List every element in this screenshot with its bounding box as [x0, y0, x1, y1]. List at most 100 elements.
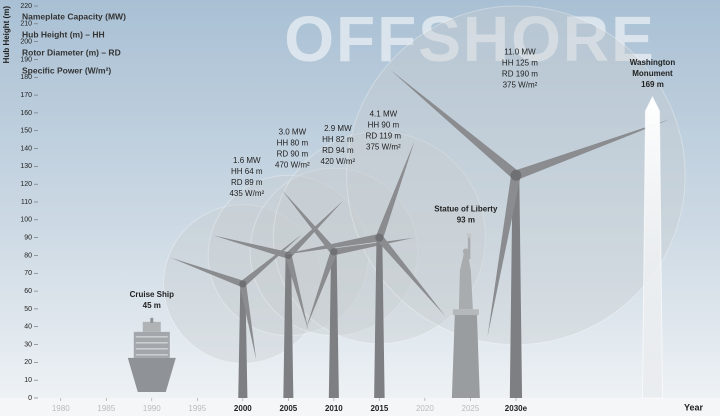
- y-tick-label: 160: [20, 110, 32, 117]
- ship-mast: [150, 317, 154, 323]
- y-tick-label: 50: [24, 306, 32, 313]
- statue-torch: [466, 232, 472, 238]
- hub: [510, 169, 522, 181]
- blade: [306, 250, 338, 329]
- turbine-label: 4.1 MW: [370, 110, 398, 119]
- y-tick-label: 10: [24, 377, 32, 384]
- legend-entry: Rotor Diameter (m) – RD: [22, 47, 121, 57]
- hub: [330, 248, 338, 256]
- watermark: OFFSHORE: [284, 3, 656, 75]
- y-tick-label: 140: [20, 145, 32, 152]
- tower: [509, 175, 523, 398]
- turbine-label: 375 W/m²: [366, 143, 401, 152]
- blade: [240, 234, 302, 287]
- turbine-label: 11.0 MW: [504, 47, 536, 56]
- turbine-label: HH 64 m: [231, 167, 263, 176]
- blade: [285, 254, 309, 331]
- statue-of-liberty: [451, 232, 480, 398]
- y-tick-label: 60: [24, 288, 32, 295]
- turbine-label: RD 119 m: [366, 132, 402, 141]
- statue-base: [452, 309, 479, 316]
- x-tick-label: 1990: [143, 404, 161, 413]
- legend-entry: Hub Height (m) – HH: [22, 29, 105, 39]
- x-tick-label: 2020: [416, 404, 434, 413]
- turbine-label: 375 W/m²: [503, 80, 538, 89]
- y-axis-title: Hub Height (m): [2, 6, 11, 64]
- y-tick-label: 130: [20, 163, 32, 170]
- y-tick-label: 70: [24, 270, 32, 277]
- statue-arm: [467, 236, 471, 260]
- turbine-label: 470 W/m²: [275, 161, 310, 170]
- y-tick-label: 40: [24, 324, 32, 331]
- x-tick-label: 1995: [188, 404, 206, 413]
- reference-label: 169 m: [641, 80, 664, 89]
- x-tick-label: 2030e: [505, 404, 528, 413]
- background: [0, 0, 720, 400]
- blade: [213, 235, 290, 259]
- statue-figure: [458, 253, 473, 310]
- y-tick-label: 30: [24, 341, 32, 348]
- y-tick-label: 200: [20, 38, 32, 45]
- tower: [374, 237, 385, 398]
- turbine-label: HH 90 m: [368, 121, 400, 130]
- turbine-label: HH 125 m: [502, 58, 538, 67]
- turbine-label: RD 190 m: [502, 69, 538, 78]
- y-tick-label: 220: [20, 3, 32, 10]
- y-tick-label: 110: [21, 199, 32, 206]
- x-tick-label: 1980: [52, 404, 70, 413]
- reference-name: Cruise Ship: [130, 290, 175, 299]
- blade: [376, 235, 446, 317]
- turbine-label: 2.9 MW: [324, 124, 352, 133]
- turbine-label: 1.6 MW: [233, 156, 261, 165]
- x-tick-label: 2000: [234, 404, 252, 413]
- turbine-label: 435 W/m²: [229, 189, 264, 198]
- turbine-label: RD 89 m: [231, 178, 263, 187]
- y-tick-label: 80: [24, 252, 32, 259]
- y-tick-label: 170: [20, 92, 32, 99]
- blade: [390, 69, 520, 179]
- y-tick-label: 180: [20, 74, 32, 81]
- reference-label: 93 m: [457, 215, 475, 224]
- statue-head: [462, 248, 469, 255]
- statue-pedestal: [451, 313, 480, 398]
- tower: [283, 255, 294, 398]
- legend-entry: Nameplate Capacity (MW): [22, 11, 126, 21]
- blade: [514, 119, 671, 180]
- blade: [375, 141, 415, 239]
- washington-monument: [641, 95, 663, 399]
- turbine-label: RD 90 m: [277, 150, 309, 159]
- blade: [333, 237, 414, 256]
- x-axis-title: Year: [684, 402, 704, 412]
- y-tick-label: 150: [20, 128, 32, 135]
- legend-entry: Specific Power (W/m²): [22, 65, 111, 75]
- ship-bridge: [142, 321, 161, 332]
- tower: [238, 283, 248, 398]
- reference-name: Statue of Liberty: [434, 204, 498, 213]
- ship-hull: [127, 357, 176, 392]
- x-tick-label: 2025: [462, 404, 480, 413]
- turbine-label: 3.0 MW: [279, 128, 307, 137]
- x-tick-label: 2015: [370, 404, 388, 413]
- turbine-label: RD 94 m: [322, 146, 354, 155]
- y-tick-label: 20: [24, 359, 32, 366]
- y-tick-label: 210: [20, 21, 32, 28]
- cruise-ship: [127, 317, 176, 392]
- y-tick-label: 0: [28, 395, 32, 402]
- turbine-label: HH 80 m: [277, 139, 309, 148]
- hub: [239, 280, 247, 288]
- y-tick-label: 90: [24, 234, 32, 241]
- blade: [281, 189, 337, 255]
- x-tick-label: 2005: [279, 404, 297, 413]
- y-tick-label: 190: [20, 56, 32, 63]
- blade: [487, 174, 521, 337]
- x-tick-label: 2010: [325, 404, 343, 413]
- tower: [328, 251, 339, 398]
- x-axis-band: [0, 398, 720, 416]
- blade: [278, 233, 381, 256]
- x-tick-label: 1985: [97, 404, 115, 413]
- ship-deck: [133, 331, 170, 358]
- reference-label: 45 m: [143, 301, 161, 310]
- turbine-label: HH 82 m: [322, 135, 354, 144]
- y-tick-label: 120: [20, 181, 32, 188]
